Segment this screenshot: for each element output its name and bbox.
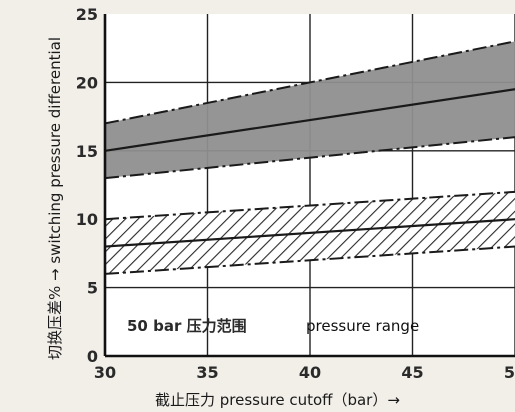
y-tick-label: 10 (76, 210, 98, 229)
band-1-upper-line (105, 40, 515, 125)
y-tick-label: 25 (76, 5, 98, 24)
axes (103, 14, 515, 358)
band-1-area (105, 41, 515, 179)
x-tick-label: 45 (401, 363, 423, 382)
band-1-lower-line (105, 136, 515, 180)
annotation-bold: 50 bar 压力范围 (127, 317, 247, 335)
band-2-lower-line (105, 245, 515, 275)
data-bands (105, 40, 515, 275)
band-1-mean-line (105, 88, 515, 152)
y-axis-label: 切换压差% → switching pressure differential (46, 37, 64, 360)
tick-labels: 30 35 40 45 50 0 5 10 15 20 25 (76, 5, 515, 382)
x-tick-label: 30 (94, 363, 116, 382)
x-axis-label: 截止压力 pressure cutoff（bar）→ (155, 391, 400, 409)
x-tick-label: 40 (299, 363, 321, 382)
x-tick-label: 50 (504, 363, 515, 382)
band-2-upper-line (105, 190, 515, 221)
y-tick-label: 15 (76, 142, 98, 161)
band-2-mean-line (105, 218, 515, 248)
x-tick-label: 35 (196, 363, 218, 382)
annotation-text: pressure range (306, 317, 419, 335)
y-tick-label: 20 (76, 73, 98, 92)
y-tick-label: 5 (87, 279, 98, 298)
y-tick-label: 0 (87, 347, 98, 366)
